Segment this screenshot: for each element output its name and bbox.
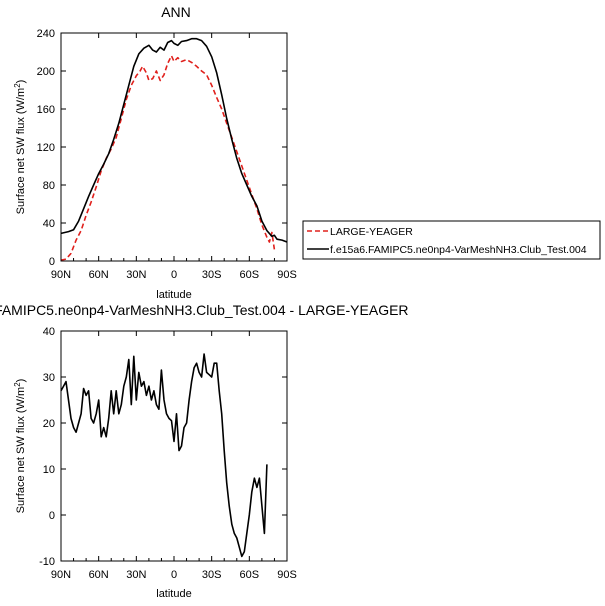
top-chart-x-tick-labels: 90N 60N 30N 0 30S 60S 90S	[51, 269, 297, 281]
top-chart-y-tick-label: 120	[37, 142, 55, 154]
bottom-chart-x-tick-label: 0	[171, 569, 177, 581]
top-chart-y-tick-label: 40	[43, 218, 55, 230]
top-chart-series-group	[60, 37, 288, 261]
top-chart-y-axis-label-text: Surface net SW flux	[15, 117, 27, 215]
legend-box	[302, 220, 601, 260]
top-chart-series-line-0	[60, 55, 276, 261]
bottom-chart-y-axis-label: Surface net SW flux (W/m2)	[13, 379, 27, 514]
bottom-chart-y-axis-units-end: )	[15, 379, 27, 383]
bottom-chart-y-axis-label-text: Surface net SW flux	[15, 416, 27, 514]
top-chart-panel: ANN 90N 60N 30N 0 30S 60S 90S 0 40 80 120 160 200 24…	[13, 4, 297, 301]
bottom-chart-y-tick-label: 20	[43, 418, 55, 430]
top-chart-x-tick-label: 30S	[202, 269, 222, 281]
top-chart-x-tick-label: 0	[171, 269, 177, 281]
top-chart-x-axis-label: latitude	[156, 289, 191, 301]
top-chart-ticks	[60, 32, 288, 262]
top-chart-y-axis-label: Surface net SW flux (W/m2)	[13, 80, 27, 215]
bottom-chart-y-tick-label: 0	[49, 510, 55, 522]
top-chart-y-axis-units: (W/m	[15, 88, 27, 114]
top-chart-legend: LARGE-YEAGER f.e15a6.FAMIPC5.ne0np4-VarM…	[302, 220, 601, 260]
legend-label-test: f.e15a6.FAMIPC5.ne0np4-VarMeshNH3.Club_T…	[330, 244, 587, 256]
top-chart-x-tick-label: 60S	[240, 269, 260, 281]
bottom-chart-title: f.e15a6.FAMIPC5.ne0np4-VarMeshNH3.Club_T…	[0, 302, 409, 318]
bottom-chart-y-axis-units: (W/m	[15, 387, 27, 413]
top-chart-y-tick-label: 240	[37, 28, 55, 40]
bottom-chart-x-axis-label: latitude	[156, 588, 191, 600]
legend-label-large-yeager: LARGE-YEAGER	[330, 226, 413, 238]
bottom-chart-x-tick-labels: 90N 60N 30N 0 30S 60S 90S	[51, 569, 297, 581]
bottom-chart-x-tick-label: 60N	[89, 569, 109, 581]
top-chart-x-tick-label: 90S	[277, 269, 297, 281]
bottom-chart-x-tick-label: 60S	[240, 569, 260, 581]
top-chart-y-axis-units-end: )	[15, 80, 27, 84]
bottom-chart-plot-frame	[60, 330, 288, 562]
bottom-chart-ticks	[60, 330, 288, 562]
bottom-chart-x-tick-label: 30N	[126, 569, 146, 581]
top-chart-x-tick-label: 30N	[126, 269, 146, 281]
top-chart-y-axis-units-sup: 2	[13, 83, 22, 88]
bottom-chart-y-tick-label: 10	[43, 464, 55, 476]
bottom-chart-y-tick-labels: -10 0 10 20 30 40	[39, 326, 55, 568]
top-chart-plot-frame	[60, 32, 288, 262]
bottom-chart-x-tick-label: 30S	[202, 569, 222, 581]
top-chart-y-tick-labels: 0 40 80 120 160 200 240	[37, 28, 55, 268]
bottom-chart-y-tick-label: -10	[39, 556, 55, 568]
top-chart-title: ANN	[161, 4, 191, 20]
top-chart-series-line-1	[60, 37, 288, 243]
top-chart-y-tick-label: 80	[43, 180, 55, 192]
top-chart-y-tick-label: 200	[37, 66, 55, 78]
bottom-chart-panel: f.e15a6.FAMIPC5.ne0np4-VarMeshNH3.Club_T…	[0, 302, 409, 600]
bottom-chart-y-tick-label: 30	[43, 372, 55, 384]
top-chart-x-tick-label: 90N	[51, 269, 71, 281]
top-chart-x-tick-label: 60N	[89, 269, 109, 281]
bottom-chart-y-axis-units-sup: 2	[13, 382, 22, 387]
bottom-chart-y-tick-label: 40	[43, 326, 55, 338]
bottom-chart-series-line-0	[60, 353, 268, 558]
bottom-chart-series-group	[60, 353, 268, 558]
bottom-chart-x-tick-label: 90N	[51, 569, 71, 581]
top-chart-y-tick-label: 0	[49, 256, 55, 268]
bottom-chart-x-tick-label: 90S	[277, 569, 297, 581]
top-chart-y-tick-label: 160	[37, 104, 55, 116]
